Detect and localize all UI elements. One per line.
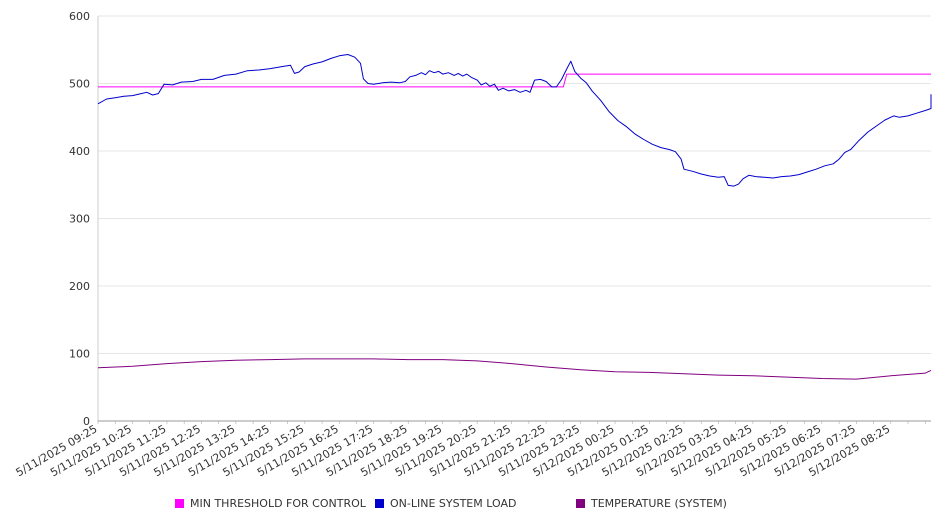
legend-label: MIN THRESHOLD FOR CONTROL	[190, 497, 366, 510]
series-line-0	[98, 73, 931, 88]
axes	[97, 16, 931, 424]
legend-swatch	[375, 499, 384, 508]
legend-item[interactable]: TEMPERATURE (SYSTEM)	[576, 497, 727, 510]
x-axis-tick-labels: 5/11/2025 09:255/11/2025 10:255/11/2025 …	[14, 422, 893, 479]
legend-item[interactable]: MIN THRESHOLD FOR CONTROL	[175, 497, 366, 510]
legend-label: ON-LINE SYSTEM LOAD	[390, 497, 517, 510]
y-gridlines	[98, 15, 931, 354]
y-tick-label: 0	[83, 415, 90, 428]
chart-legend: MIN THRESHOLD FOR CONTROL ON-LINE SYSTEM …	[0, 497, 946, 515]
y-tick-label: 500	[69, 78, 90, 91]
series-lines	[97, 54, 932, 380]
y-tick-label: 100	[69, 348, 90, 361]
series-line-1	[97, 54, 932, 187]
legend-swatch	[175, 499, 184, 508]
y-tick-label: 400	[69, 145, 90, 158]
series-line-2	[97, 358, 932, 380]
legend-swatch	[576, 499, 585, 508]
legend-label: TEMPERATURE (SYSTEM)	[591, 497, 727, 510]
y-axis-tick-labels: 0 100 200 300 400 500 600	[69, 10, 90, 428]
y-tick-label: 600	[69, 10, 90, 23]
legend-item[interactable]: ON-LINE SYSTEM LOAD	[375, 497, 516, 510]
y-tick-label: 300	[69, 213, 90, 226]
y-tick-label: 200	[69, 280, 90, 293]
